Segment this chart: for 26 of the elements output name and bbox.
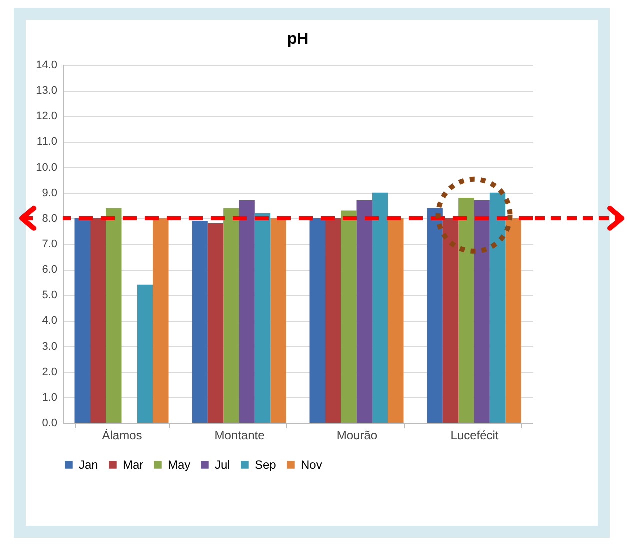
y-tick-label: 8.0 (42, 212, 58, 225)
legend-label: May (168, 458, 191, 472)
legend-label: Sep (255, 458, 277, 472)
y-tick-label: 6.0 (42, 264, 58, 276)
legend-label: Jan (79, 458, 98, 472)
legend-label: Mar (123, 458, 144, 472)
legend-label: Jul (215, 458, 230, 472)
y-tick-label: 4.0 (42, 315, 58, 328)
x-tick-label: Álamos (102, 428, 142, 442)
x-tick-label: Montante (214, 428, 266, 442)
y-tick-label: 11.0 (36, 136, 58, 148)
y-tick-label: 10.0 (36, 162, 58, 174)
y-tick-label: 7.0 (42, 238, 58, 250)
x-tick-label: Lucefécit (450, 428, 500, 442)
x-tick-label: Mourão (336, 428, 378, 442)
y-tick-label: 9.0 (42, 187, 58, 200)
y-tick-label: 5.0 (42, 290, 58, 302)
chart-title: pH (287, 31, 309, 48)
legend-label: Nov (301, 458, 322, 472)
y-tick-label: 3.0 (42, 340, 58, 353)
y-tick-label: 1.0 (42, 392, 58, 404)
y-tick-label: 13.0 (36, 85, 58, 98)
y-tick-label: 2.0 (42, 366, 58, 378)
y-tick-label: 0.0 (42, 418, 58, 430)
y-tick-label: 12.0 (36, 110, 58, 123)
y-tick-label: 14.0 (36, 60, 58, 72)
